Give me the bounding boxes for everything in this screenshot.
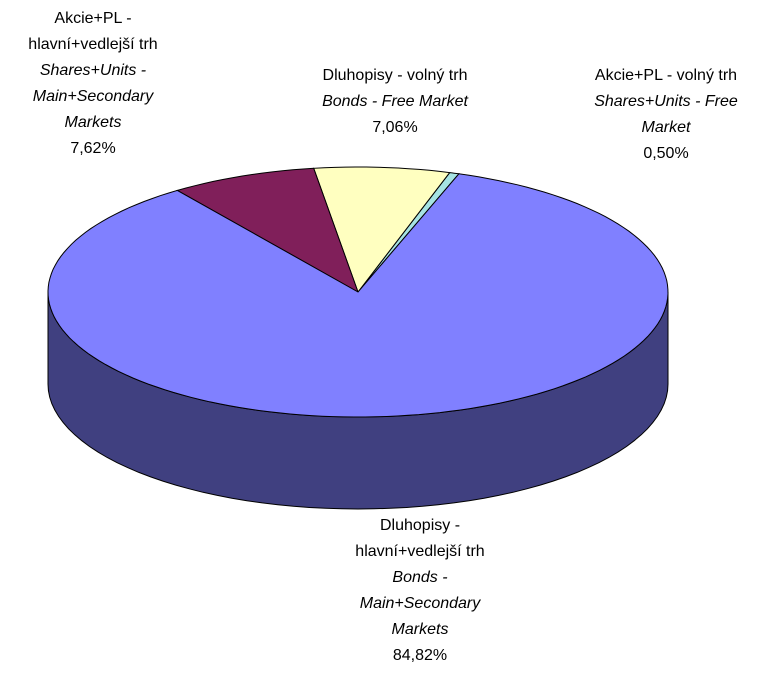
slice-label: Akcie+PL - volný trh Shares+Units - Free … (568, 63, 764, 167)
label-name: Akcie+PL - hlavní+vedlejší trh (28, 10, 158, 53)
pie-slice (47, 173, 669, 418)
pie-slice (313, 166, 451, 294)
label-name-en: Bonds - Free Market (322, 93, 468, 110)
pie-slice (175, 167, 359, 294)
value-label: 0,50% (643, 145, 689, 162)
value-label: 84,82% (392, 647, 448, 664)
label-name-en: Bonds - Main+Secondary Markets (359, 569, 481, 638)
slice-label: Dluhopisy - hlavní+vedlejší trh Bonds - M… (335, 513, 505, 669)
value-label: 7,06% (372, 119, 418, 136)
slice-label: Dluhopisy - volný trh Bonds - Free Market… (285, 63, 505, 141)
label-name-en: Shares+Units - Free Market (594, 93, 738, 136)
label-name: Dluhopisy - volný trh (322, 67, 468, 84)
value-label: 7,62% (70, 140, 116, 157)
label-name: Akcie+PL - volný trh (594, 67, 738, 84)
slice-label: Akcie+PL - hlavní+vedlejší trh Shares+Uni… (8, 6, 178, 162)
label-name-en: Shares+Units - Main+Secondary Markets (32, 62, 154, 131)
label-name: Dluhopisy - hlavní+vedlejší trh (355, 517, 485, 560)
